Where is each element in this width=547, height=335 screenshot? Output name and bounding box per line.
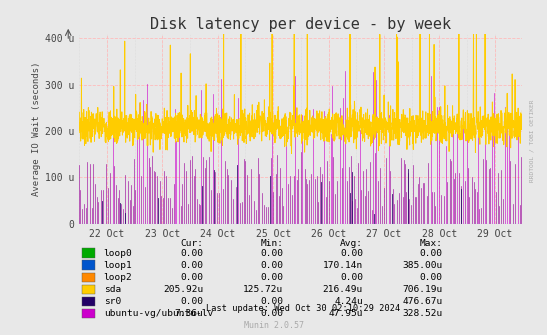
Text: 0.00: 0.00 xyxy=(181,297,203,306)
Text: 0.00: 0.00 xyxy=(260,273,283,282)
Text: 0.00: 0.00 xyxy=(420,273,443,282)
Text: 328.52u: 328.52u xyxy=(403,309,443,318)
Text: Last update: Wed Oct 30 02:10:29 2024: Last update: Wed Oct 30 02:10:29 2024 xyxy=(206,304,401,313)
Y-axis label: Average IO Wait (seconds): Average IO Wait (seconds) xyxy=(32,62,41,196)
Text: 0.00: 0.00 xyxy=(340,273,363,282)
Text: 706.19u: 706.19u xyxy=(403,285,443,294)
Text: 47.95u: 47.95u xyxy=(328,309,363,318)
FancyBboxPatch shape xyxy=(82,248,95,258)
Text: 0.00: 0.00 xyxy=(260,309,283,318)
Text: 0.00: 0.00 xyxy=(420,249,443,258)
FancyBboxPatch shape xyxy=(82,273,95,282)
Text: 170.14n: 170.14n xyxy=(323,261,363,270)
FancyBboxPatch shape xyxy=(82,285,95,294)
FancyBboxPatch shape xyxy=(82,297,95,307)
Title: Disk latency per device - by week: Disk latency per device - by week xyxy=(150,17,451,32)
Text: 0.00: 0.00 xyxy=(340,249,363,258)
Text: Avg:: Avg: xyxy=(340,240,363,248)
Text: Max:: Max: xyxy=(420,240,443,248)
Text: 4.24u: 4.24u xyxy=(334,297,363,306)
FancyBboxPatch shape xyxy=(82,261,95,270)
Text: ubuntu-vg/ubuntu-lv: ubuntu-vg/ubuntu-lv xyxy=(104,309,213,318)
Text: 0.00: 0.00 xyxy=(260,249,283,258)
Text: sda: sda xyxy=(104,285,121,294)
Text: loop1: loop1 xyxy=(104,261,132,270)
Text: 476.67u: 476.67u xyxy=(403,297,443,306)
Text: 205.92u: 205.92u xyxy=(163,285,203,294)
Text: 216.49u: 216.49u xyxy=(323,285,363,294)
Text: 0.00: 0.00 xyxy=(260,297,283,306)
Text: 0.00: 0.00 xyxy=(260,261,283,270)
Text: Min:: Min: xyxy=(260,240,283,248)
Text: 385.00u: 385.00u xyxy=(403,261,443,270)
Text: loop0: loop0 xyxy=(104,249,132,258)
Text: loop2: loop2 xyxy=(104,273,132,282)
Text: sr0: sr0 xyxy=(104,297,121,306)
FancyBboxPatch shape xyxy=(82,309,95,319)
Text: RRDTOOL / TOBI OETIKER: RRDTOOL / TOBI OETIKER xyxy=(529,99,534,182)
Text: Munin 2.0.57: Munin 2.0.57 xyxy=(243,321,304,330)
Text: 0.00: 0.00 xyxy=(181,273,203,282)
Text: 0.00: 0.00 xyxy=(181,249,203,258)
Text: 125.72u: 125.72u xyxy=(243,285,283,294)
Text: 7.36u: 7.36u xyxy=(174,309,203,318)
Text: Cur:: Cur: xyxy=(181,240,203,248)
Text: 0.00: 0.00 xyxy=(181,261,203,270)
